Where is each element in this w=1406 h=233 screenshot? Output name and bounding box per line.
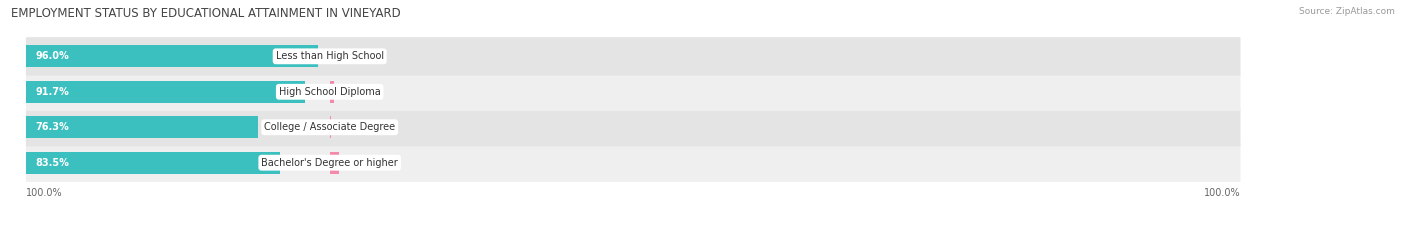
Text: 3.0%: 3.0% (347, 158, 373, 168)
Text: College / Associate Degree: College / Associate Degree (264, 122, 395, 132)
Text: 0.0%: 0.0% (339, 51, 363, 61)
Text: 76.3%: 76.3% (35, 122, 69, 132)
Text: 96.0%: 96.0% (35, 51, 69, 61)
Bar (27, 152, 280, 174)
Bar (27, 116, 257, 138)
Text: 100.0%: 100.0% (27, 188, 63, 198)
FancyBboxPatch shape (25, 108, 1240, 146)
Bar (329, 81, 333, 103)
FancyBboxPatch shape (25, 144, 1240, 182)
Text: Bachelor's Degree or higher: Bachelor's Degree or higher (262, 158, 398, 168)
Text: Less than High School: Less than High School (276, 51, 384, 61)
Bar (329, 152, 339, 174)
Bar (329, 116, 332, 138)
FancyBboxPatch shape (25, 37, 1240, 75)
Text: High School Diploma: High School Diploma (278, 87, 381, 97)
Bar (27, 81, 305, 103)
Text: 91.7%: 91.7% (35, 87, 69, 97)
Text: EMPLOYMENT STATUS BY EDUCATIONAL ATTAINMENT IN VINEYARD: EMPLOYMENT STATUS BY EDUCATIONAL ATTAINM… (11, 7, 401, 20)
Text: 1.3%: 1.3% (343, 87, 367, 97)
Bar (27, 45, 318, 67)
Text: 0.5%: 0.5% (340, 122, 364, 132)
Text: 83.5%: 83.5% (35, 158, 69, 168)
Text: 100.0%: 100.0% (1204, 188, 1240, 198)
Text: Source: ZipAtlas.com: Source: ZipAtlas.com (1299, 7, 1395, 16)
FancyBboxPatch shape (25, 73, 1240, 111)
